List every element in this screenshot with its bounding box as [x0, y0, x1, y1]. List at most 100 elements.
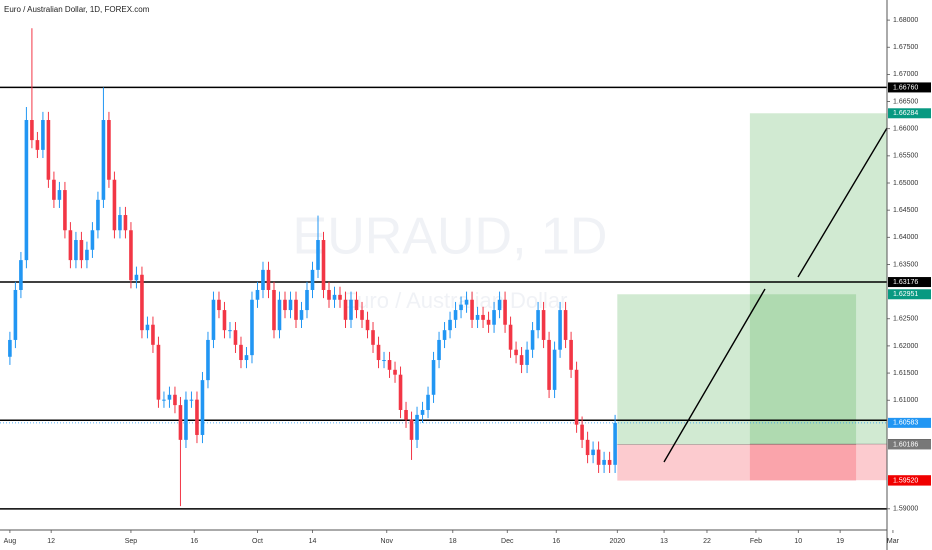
y-tick-label: 1.65500 — [893, 153, 918, 160]
price-tag — [888, 289, 931, 300]
axis-layer: 1.68000 1.67500 1.67000 1.66500 1.66000 1.655… — [4, 17, 931, 545]
y-tick-label: 1.62000 — [893, 343, 918, 350]
x-tick-label: Dec — [501, 538, 514, 545]
candle-body — [426, 394, 430, 410]
price-tag — [888, 439, 931, 450]
price-tag — [888, 417, 931, 428]
candle-body — [90, 230, 95, 250]
price-tag — [888, 108, 931, 119]
y-tick-label: 1.63500 — [893, 261, 918, 268]
candle-body — [382, 360, 386, 362]
candle-body — [85, 249, 89, 261]
y-tick-label: 1.61000 — [893, 397, 918, 404]
y-tick-label: 1.61500 — [893, 370, 918, 377]
candle-body — [57, 190, 62, 200]
candle-body — [607, 459, 612, 465]
candle-body — [46, 120, 51, 180]
candle-body — [508, 324, 513, 350]
y-tick-label: 1.59000 — [893, 506, 918, 513]
candle-body — [101, 120, 106, 200]
candle-body — [492, 310, 496, 325]
back-layer — [0, 86, 887, 510]
x-tick-label: 16 — [190, 538, 198, 545]
x-tick-label: 13 — [660, 538, 668, 545]
candle-body — [167, 394, 172, 400]
price-tag-label: 1.59520 — [893, 477, 918, 484]
candle-body — [360, 310, 364, 320]
candle-body — [206, 339, 210, 381]
candle-body — [24, 120, 29, 261]
x-tick-label: 12 — [47, 538, 55, 545]
y-tick-label: 1.68000 — [893, 17, 918, 24]
candle-body — [453, 310, 458, 320]
candle-body — [530, 330, 535, 350]
position-loss-zone — [749, 444, 887, 481]
candle-body — [156, 344, 161, 400]
candle-body — [459, 304, 463, 311]
x-tick-label: 16 — [552, 538, 560, 545]
candle-body — [63, 190, 67, 231]
candle-body — [134, 274, 139, 281]
price-tag — [888, 82, 931, 93]
candle-body — [151, 324, 155, 345]
candle-body — [261, 269, 265, 290]
candle-body — [409, 419, 414, 440]
candle-body — [250, 299, 254, 356]
candle-body — [536, 310, 540, 331]
candle-body — [420, 409, 425, 415]
x-tick-label: 2020 — [610, 538, 626, 545]
candle-body — [393, 369, 397, 375]
candle-body — [305, 289, 309, 311]
candle-body — [129, 230, 133, 281]
candle-body — [200, 380, 205, 435]
candle-body — [448, 319, 452, 331]
candle-body — [184, 399, 188, 440]
candle-body — [563, 310, 568, 340]
y-tick-label: 1.67500 — [893, 44, 918, 51]
candle-body — [211, 299, 216, 340]
candle-body — [316, 240, 320, 270]
candle-body — [195, 399, 199, 435]
chart-title: Euro / Australian Dollar, 1D, FOREX.com — [4, 5, 150, 14]
candle-body — [387, 360, 392, 370]
candle-body — [30, 120, 34, 141]
candle-body — [574, 369, 579, 425]
price-tag-label: 1.60583 — [893, 420, 918, 427]
candle-body — [376, 344, 381, 361]
candle-body — [497, 299, 502, 311]
candle-body — [41, 120, 45, 150]
candle-body — [19, 260, 23, 290]
candle-body — [437, 339, 441, 361]
candle-layer — [8, 28, 617, 507]
candle-body — [68, 230, 73, 261]
candle-body — [365, 319, 370, 331]
candle-body — [321, 240, 326, 290]
x-tick-label: 14 — [309, 538, 317, 545]
candle-body — [222, 310, 227, 331]
candle-body — [239, 344, 243, 361]
candle-body — [486, 319, 491, 325]
y-tick-label: 1.66500 — [893, 98, 918, 105]
candle-body — [332, 294, 337, 300]
candle-body — [266, 269, 271, 290]
y-tick-label: 1.65000 — [893, 180, 918, 187]
price-tag — [888, 475, 931, 486]
candle-body — [118, 215, 122, 231]
candle-body — [107, 120, 111, 180]
candle-body — [464, 299, 469, 305]
position-loss-zone — [617, 444, 857, 481]
x-tick-label: Oct — [252, 538, 263, 545]
price-tag-label: 1.60186 — [893, 441, 918, 448]
candle-body — [35, 140, 40, 150]
candle-body — [541, 310, 546, 340]
x-tick-label: Sep — [125, 538, 138, 545]
candle-body — [569, 339, 573, 370]
candle-body — [514, 349, 518, 356]
x-tick-label: 18 — [449, 538, 457, 545]
y-tick-label: 1.64000 — [893, 234, 918, 241]
price-tag-label: 1.62951 — [893, 291, 918, 298]
candle-body — [277, 299, 282, 331]
projection-line — [663, 117, 894, 463]
candle-body — [602, 459, 606, 465]
